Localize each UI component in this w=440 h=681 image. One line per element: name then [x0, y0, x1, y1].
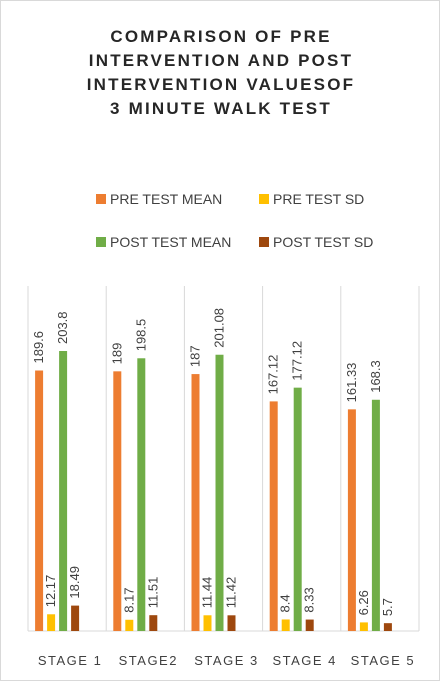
data-label: 203.8 — [55, 311, 70, 344]
data-label: 18.49 — [67, 566, 82, 599]
data-label: 168.3 — [368, 360, 383, 393]
legend-label: PRE TEST SD — [273, 191, 364, 207]
legend-swatch — [259, 237, 269, 247]
legend-swatch — [259, 194, 269, 204]
data-label: 8.17 — [121, 587, 136, 612]
x-tick-label: STAGE2 — [119, 653, 178, 668]
bar — [125, 619, 134, 631]
data-label: 12.17 — [43, 575, 58, 608]
data-label: 167.12 — [266, 355, 281, 395]
bar — [371, 399, 380, 631]
data-label: 6.26 — [356, 590, 371, 615]
bar — [191, 374, 200, 631]
data-label: 201.08 — [212, 308, 227, 348]
bar — [203, 615, 212, 631]
data-label: 11.51 — [145, 577, 160, 609]
legend-label: PRE TEST MEAN — [110, 191, 222, 207]
bar — [113, 371, 122, 631]
data-label: 189.6 — [31, 331, 46, 364]
bar — [215, 354, 224, 631]
data-label: 5.7 — [380, 598, 395, 616]
bar — [71, 605, 80, 631]
bar — [47, 614, 56, 631]
legend-swatch — [96, 194, 106, 204]
data-label: 161.33 — [344, 363, 359, 403]
data-label: 8.4 — [278, 594, 293, 612]
x-tick-label: STAGE 4 — [272, 653, 336, 668]
chart-title: COMPARISON OF PRE INTERVENTION AND POST … — [86, 27, 356, 118]
bar — [35, 370, 44, 631]
bar — [305, 619, 314, 631]
legend-swatch — [96, 237, 106, 247]
bar — [149, 615, 158, 631]
legend-label: POST TEST MEAN — [110, 234, 231, 250]
data-label: 198.5 — [133, 319, 148, 352]
bar — [227, 615, 236, 631]
bar — [137, 358, 146, 631]
bar — [293, 387, 302, 631]
bar — [359, 622, 368, 631]
x-tick-label: STAGE 5 — [351, 653, 415, 668]
legend-label: POST TEST SD — [273, 234, 373, 250]
bar — [347, 409, 356, 631]
data-label: 11.44 — [200, 577, 215, 609]
data-label: 11.42 — [224, 577, 239, 609]
data-label: 8.33 — [302, 587, 317, 612]
x-tick-label: STAGE 3 — [194, 653, 258, 668]
bar — [383, 623, 392, 631]
data-label: 189 — [109, 343, 124, 365]
bar — [269, 401, 278, 631]
bar — [281, 619, 290, 631]
x-tick-label: STAGE 1 — [38, 653, 102, 668]
data-label: 187 — [188, 345, 203, 367]
bar — [59, 351, 68, 631]
data-label: 177.12 — [290, 341, 305, 381]
